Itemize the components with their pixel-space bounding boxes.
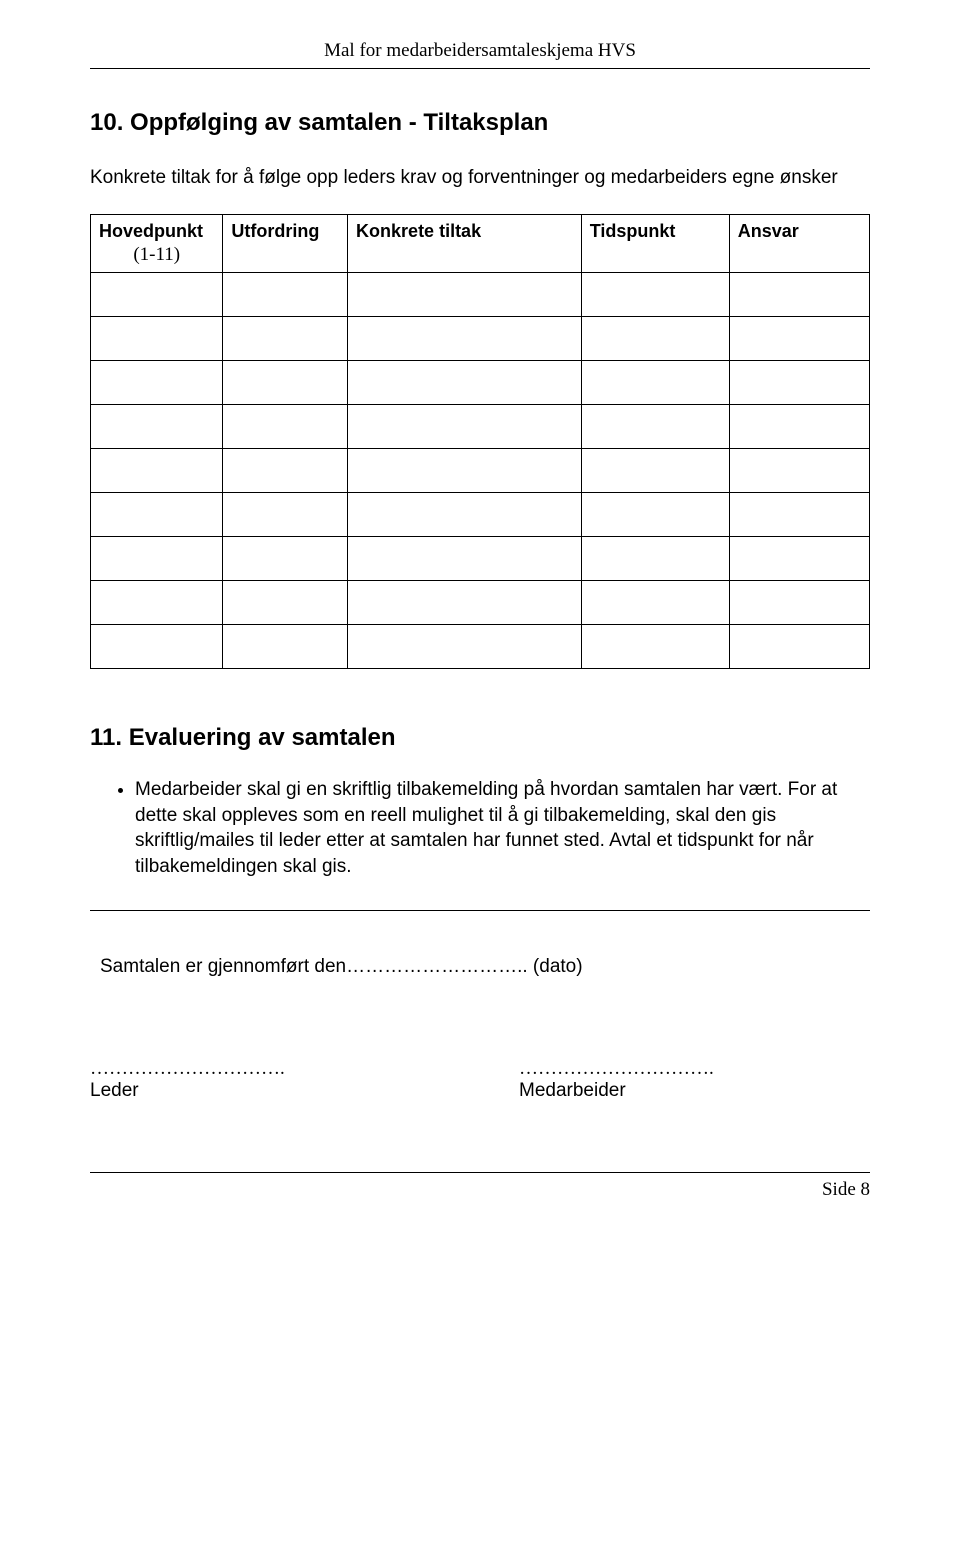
signature-medarbeider: Medarbeider (519, 1080, 870, 1102)
col-header-konkrete: Konkrete tiltak (348, 215, 582, 273)
signature-dots-row: …………………………. …………………………. (90, 1058, 870, 1080)
section-11-bullet: Medarbeider skal gi en skriftlig tilbake… (135, 777, 870, 880)
table-row (91, 449, 870, 493)
signature-dots-left: …………………………. (90, 1058, 519, 1080)
mid-rule (90, 910, 870, 911)
document-page: Mal for medarbeidersamtaleskjema HVS 10.… (0, 0, 960, 1231)
page-header-title: Mal for medarbeidersamtaleskjema HVS (90, 40, 870, 62)
section-11-list: Medarbeider skal gi en skriftlig tilbake… (90, 777, 870, 880)
col-header-hovedpunkt-text: Hovedpunkt (99, 221, 203, 241)
table-row (91, 537, 870, 581)
signature-leder: Leder (90, 1080, 519, 1102)
table-header-row: Hovedpunkt (1-11) Utfordring Konkrete ti… (91, 215, 870, 273)
signature-label-row: Leder Medarbeider (90, 1080, 870, 1102)
table-row (91, 361, 870, 405)
col-header-hovedpunkt: Hovedpunkt (1-11) (91, 215, 223, 273)
completed-dots: ……………………….. (346, 956, 528, 977)
section-10-intro: Konkrete tiltak for å følge opp leders k… (90, 167, 870, 189)
section-11-title: 11. Evaluering av samtalen (90, 724, 870, 752)
tiltaksplan-table: Hovedpunkt (1-11) Utfordring Konkrete ti… (90, 214, 870, 669)
col-header-utfordring: Utfordring (223, 215, 348, 273)
footer-rule (90, 1172, 870, 1173)
section-10-title: 10. Oppfølging av samtalen - Tiltaksplan (90, 109, 870, 137)
completed-prefix: Samtalen er gjennomført den (100, 956, 346, 977)
header-rule (90, 68, 870, 69)
completed-suffix: (dato) (533, 956, 583, 977)
table-row (91, 493, 870, 537)
col-header-hovedpunkt-sub: (1-11) (99, 244, 214, 266)
page-number: Side 8 (90, 1179, 870, 1201)
table-row (91, 581, 870, 625)
col-header-ansvar: Ansvar (729, 215, 869, 273)
table-row (91, 317, 870, 361)
table-row (91, 625, 870, 669)
col-header-tidspunkt: Tidspunkt (581, 215, 729, 273)
completed-line: Samtalen er gjennomført den……………………….. (… (100, 956, 870, 978)
signature-dots-right: …………………………. (519, 1058, 870, 1080)
table-row (91, 273, 870, 317)
table-row (91, 405, 870, 449)
table-body (91, 273, 870, 669)
